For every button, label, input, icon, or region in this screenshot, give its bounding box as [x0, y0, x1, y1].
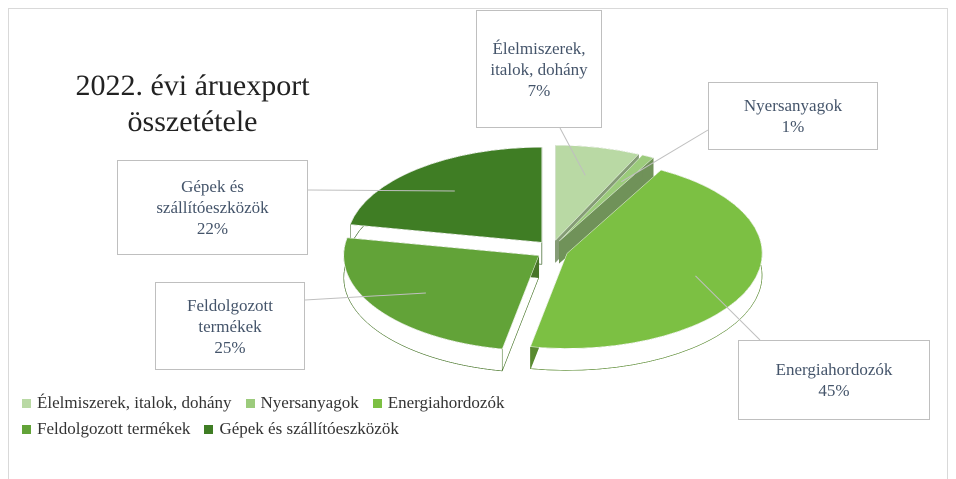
data-label: Gépek és szállítóeszközök 22% — [117, 160, 308, 255]
legend-label: Feldolgozott termékek — [37, 419, 191, 438]
data-label-name: Feldolgozott termékek — [187, 295, 273, 336]
data-label: Élelmiszerek, italok, dohány 7% — [476, 10, 602, 128]
legend-label: Gépek és szállítóeszközök — [219, 419, 399, 438]
data-label-name: Élelmiszerek, italok, dohány — [490, 38, 588, 79]
leader-line — [695, 275, 761, 341]
legend-swatch — [372, 398, 382, 408]
slice — [555, 144, 640, 241]
data-label: Feldolgozott termékek 25% — [155, 282, 305, 370]
data-label: Nyersanyagok 1% — [708, 82, 878, 150]
legend-label: Nyersanyagok — [260, 393, 359, 412]
data-label-value: 22% — [196, 219, 229, 238]
leaders — [304, 127, 761, 341]
data-label-name: Gépek és szállítóeszközök — [156, 177, 269, 217]
legend-swatch — [204, 424, 214, 434]
data-label-name: Energiahordozók — [775, 360, 893, 379]
legend-item: Feldolgozott termékek — [22, 416, 190, 442]
legend-item: Nyersanyagok — [245, 390, 359, 416]
legend-swatch — [245, 398, 255, 408]
slice — [343, 237, 540, 350]
leader-line — [559, 127, 586, 176]
data-label: Energiahordozók 45% — [738, 340, 930, 420]
chart-title: 2022. évi áruexport összetétele — [75, 69, 310, 138]
slice — [349, 147, 543, 243]
chart-frame — [8, 8, 948, 479]
legend-label: Energiahordozók — [387, 393, 505, 412]
data-label-value: 25% — [214, 337, 246, 357]
legend: Élelmiszerek, italok, dohány Nyersanyagok… — [22, 390, 662, 442]
legend-item: Energiahordozók — [372, 390, 505, 416]
data-label-name: Nyersanyagok — [743, 96, 843, 115]
leader-line — [304, 292, 426, 301]
data-label-value: 1% — [781, 117, 805, 136]
data-label-value: 45% — [818, 381, 850, 400]
legend-item: Élelmiszerek, italok, dohány — [22, 390, 232, 416]
data-label-value: 7% — [527, 80, 551, 100]
legend-item: Gépek és szállítóeszközök — [204, 416, 399, 442]
pie-tops — [343, 144, 763, 350]
leader-line — [307, 189, 455, 192]
legend-label: Élelmiszerek, italok, dohány — [37, 393, 232, 412]
legend-swatch — [22, 398, 31, 408]
slice — [530, 169, 763, 349]
leader-line — [620, 129, 709, 183]
legend-swatch — [22, 424, 31, 434]
